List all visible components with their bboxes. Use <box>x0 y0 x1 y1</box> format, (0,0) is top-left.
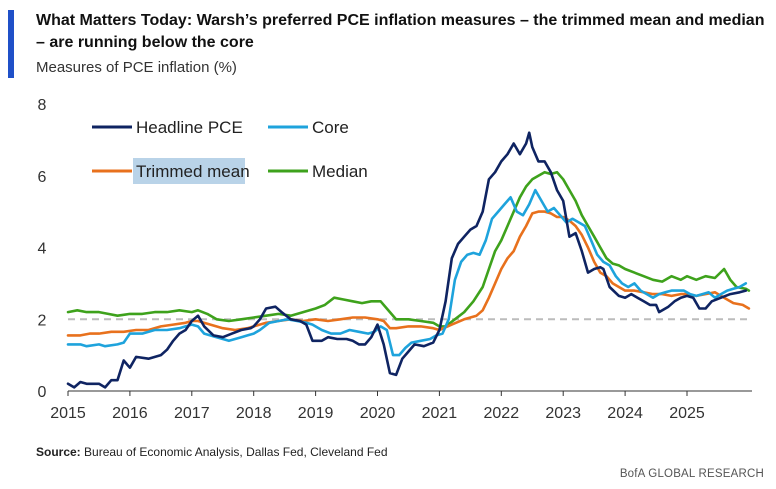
chart-subtitle: Measures of PCE inflation (%) <box>36 59 237 76</box>
chart-title: What Matters Today: Warsh’s preferred PC… <box>36 12 765 51</box>
legend-highlight-trimmed <box>133 158 245 184</box>
x-tick-label: 2023 <box>545 405 581 422</box>
title-accent-bar <box>8 10 14 78</box>
legend-label-trimmed: Trimmed mean <box>136 162 250 181</box>
y-tick-label: 8 <box>38 97 47 114</box>
series-line-median <box>66 170 751 328</box>
series-line-headline <box>66 131 748 389</box>
x-tick-label: 2024 <box>607 405 643 422</box>
x-tick-label: 2016 <box>112 405 148 422</box>
x-tick-label: 2017 <box>174 405 210 422</box>
x-tick-label: 2021 <box>422 405 458 422</box>
research-credit: BofA GLOBAL RESEARCH <box>619 468 764 480</box>
series-line-trimmed <box>66 210 751 337</box>
source-label: Source: <box>36 445 81 459</box>
x-tick-label: 2022 <box>484 405 520 422</box>
source-text: Bureau of Economic Analysis, Dallas Fed,… <box>80 445 388 459</box>
y-tick-label: 4 <box>38 241 47 258</box>
x-tick-label: 2018 <box>236 405 272 422</box>
y-tick-label: 6 <box>38 169 47 186</box>
legend-label-median: Median <box>312 162 368 181</box>
legend-label-headline: Headline PCE <box>136 118 243 137</box>
x-tick-label: 2019 <box>298 405 334 422</box>
x-tick-label: 2020 <box>360 405 396 422</box>
y-tick-label: 0 <box>38 384 47 401</box>
y-tick-label: 2 <box>38 312 47 329</box>
x-tick-label: 2015 <box>50 405 86 422</box>
series-line-core <box>66 188 748 357</box>
legend-label-core: Core <box>312 118 349 137</box>
x-tick-label: 2025 <box>669 405 705 422</box>
source-note: Source: Bureau of Economic Analysis, Dal… <box>36 445 388 459</box>
